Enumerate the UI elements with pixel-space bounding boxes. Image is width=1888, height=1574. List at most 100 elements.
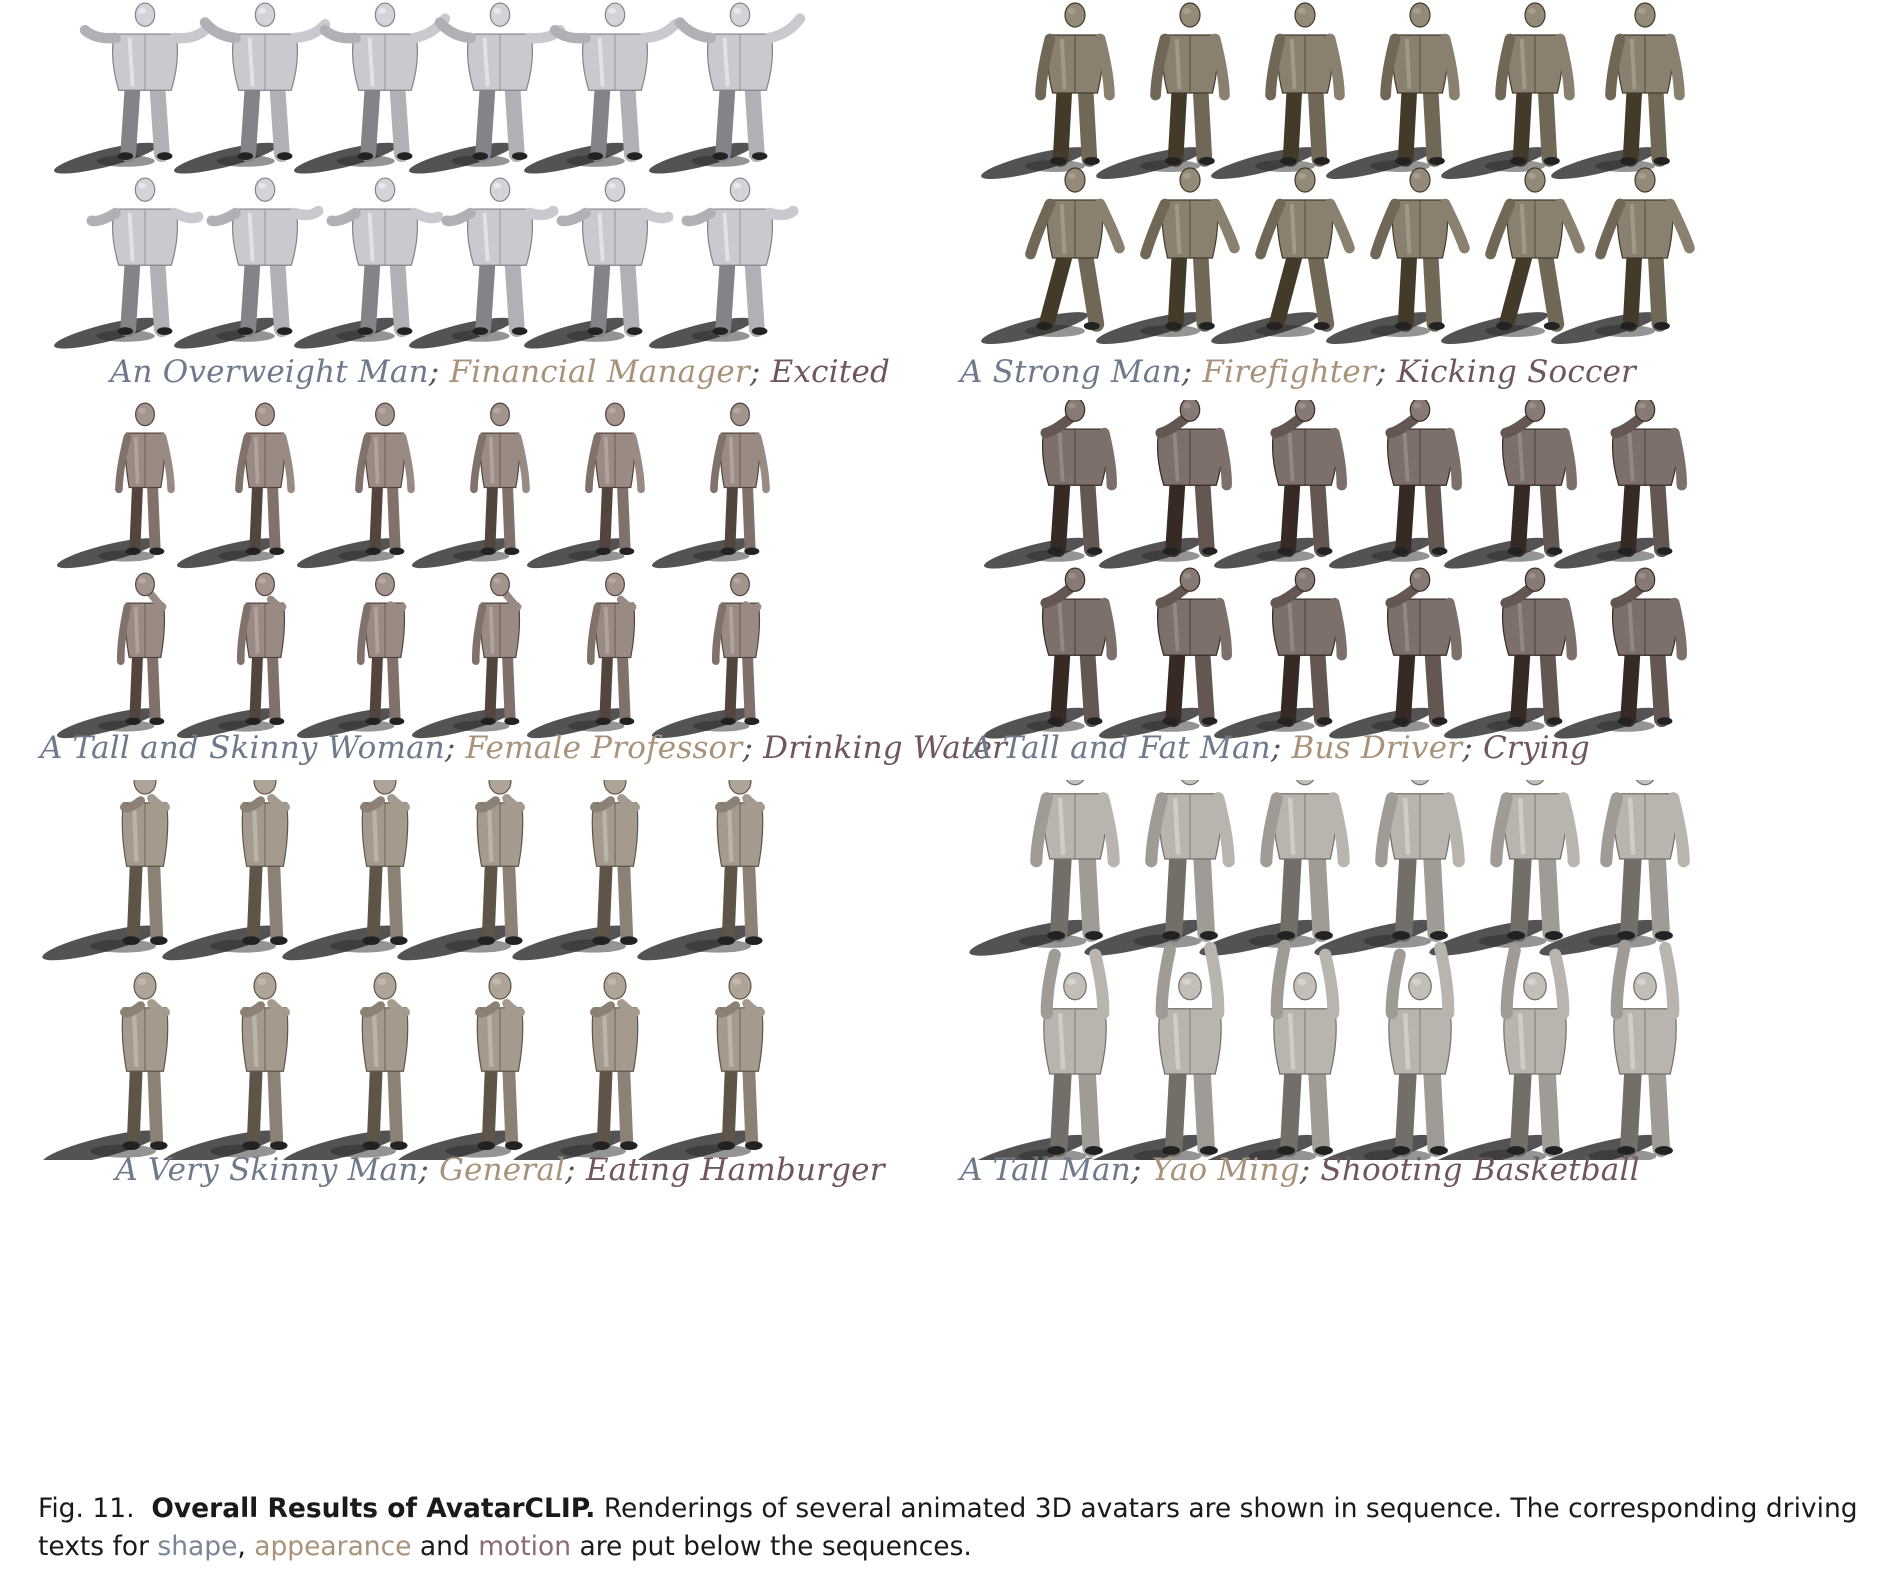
caption-separator: ; bbox=[1462, 730, 1483, 766]
avatar-figure bbox=[162, 972, 291, 1160]
caption-separator: ; bbox=[1270, 730, 1292, 766]
avatar-figure bbox=[411, 402, 530, 569]
figure-label: Fig. 11. bbox=[38, 1493, 135, 1524]
avatar-figure bbox=[649, 2, 806, 174]
avatar-figure bbox=[409, 177, 559, 349]
keyword-shape: shape bbox=[157, 1531, 238, 1562]
avatar-figure bbox=[1211, 2, 1345, 179]
avatar-figure bbox=[56, 402, 175, 569]
figure-text-end: are put below the sequences. bbox=[579, 1531, 972, 1562]
caption-motion: Excited bbox=[770, 354, 891, 390]
avatar-sequence-strong-man bbox=[981, 2, 1695, 344]
caption-motion: Crying bbox=[1483, 730, 1590, 766]
figure-title: Overall Results of AvatarCLIP. bbox=[151, 1493, 596, 1524]
caption-appearance: Financial Manager bbox=[449, 354, 750, 390]
caption-appearance: Yao Ming bbox=[1151, 1152, 1300, 1188]
caption-separator: ; bbox=[418, 1152, 440, 1188]
avatar-figure bbox=[411, 572, 522, 739]
caption-skinny-man: A Very Skinny Man; General; Eating Hambu… bbox=[40, 1152, 960, 1188]
caption-separator: ; bbox=[565, 1152, 586, 1188]
avatar-figure bbox=[984, 567, 1117, 739]
avatar-figure bbox=[1441, 167, 1585, 344]
avatar-figure bbox=[649, 177, 799, 349]
avatar-figure bbox=[1551, 2, 1685, 179]
caption-overweight-man: An Overweight Man; Financial Manager; Ex… bbox=[40, 354, 960, 390]
avatar-figure bbox=[42, 780, 171, 961]
avatar-figure bbox=[54, 177, 204, 349]
avatar-figure bbox=[174, 177, 324, 349]
avatar-figure bbox=[1099, 400, 1232, 569]
avatar-figure bbox=[1314, 941, 1455, 1160]
avatar-figure bbox=[1444, 400, 1577, 569]
avatar-figure bbox=[1326, 167, 1470, 344]
avatar-figure bbox=[56, 572, 167, 739]
avatar-sequence-skinny-man bbox=[42, 780, 766, 1160]
avatar-sequence-tall-man bbox=[969, 780, 1690, 1160]
avatar-figure bbox=[512, 972, 641, 1160]
avatar-figure bbox=[397, 972, 526, 1160]
avatar-figure bbox=[296, 572, 407, 739]
caption-shape: A Tall Man bbox=[960, 1152, 1131, 1188]
caption-strong-man: A Strong Man; Firefighter; Kicking Socce… bbox=[960, 354, 1636, 390]
caption-shape: A Very Skinny Man bbox=[115, 1152, 419, 1188]
caption-separator: ; bbox=[1375, 354, 1397, 390]
avatar-figure bbox=[981, 167, 1125, 344]
avatar-figure bbox=[1329, 567, 1462, 739]
caption-appearance: General bbox=[439, 1152, 566, 1188]
avatar-figure bbox=[1199, 780, 1350, 956]
avatar-figure bbox=[397, 780, 526, 961]
caption-appearance: Bus Driver bbox=[1291, 730, 1463, 766]
avatar-figure bbox=[1326, 2, 1460, 179]
panel-fat-man bbox=[960, 400, 1880, 740]
avatar-figure bbox=[1554, 567, 1687, 739]
figure-caption: Fig. 11. Overall Results of AvatarCLIP. … bbox=[38, 1490, 1858, 1566]
avatar-sequence-skinny-woman bbox=[56, 402, 770, 739]
avatar-figure bbox=[524, 2, 681, 174]
avatar-figure bbox=[1551, 167, 1695, 344]
keyword-motion: motion bbox=[478, 1531, 572, 1562]
caption-shape: A Strong Man bbox=[960, 354, 1182, 390]
avatar-figure bbox=[282, 972, 411, 1160]
figure-text: Renderings of several animated 3D avatar… bbox=[38, 1493, 1858, 1562]
caption-tall-man: A Tall Man; Yao Ming; Shooting Basketbal… bbox=[960, 1152, 1639, 1188]
avatar-figure bbox=[1554, 400, 1687, 569]
caption-appearance: Female Professor bbox=[465, 730, 743, 766]
avatar-figure bbox=[1429, 780, 1580, 956]
figure-and: and bbox=[419, 1531, 470, 1562]
caption-separator: ; bbox=[444, 730, 466, 766]
avatar-figure bbox=[409, 2, 566, 174]
avatar-figure bbox=[637, 780, 766, 961]
avatar-figure bbox=[176, 402, 295, 569]
caption-separator: ; bbox=[742, 730, 764, 766]
caption-separator: ; bbox=[1299, 1152, 1321, 1188]
avatar-figure bbox=[1096, 2, 1230, 179]
keyword-appearance: appearance bbox=[254, 1531, 412, 1562]
caption-fat-man: A Tall and Fat Man; Bus Driver; Crying bbox=[960, 730, 1600, 766]
caption-shape: A Tall and Fat Man bbox=[970, 730, 1271, 766]
caption-skinny-woman: A Tall and Skinny Woman; Female Professo… bbox=[40, 730, 1007, 766]
caption-separator: ; bbox=[1181, 354, 1203, 390]
caption-motion: Kicking Soccer bbox=[1396, 354, 1637, 390]
avatar-figure bbox=[54, 2, 211, 174]
avatar-figure bbox=[1211, 167, 1355, 344]
caption-shape: A Tall and Skinny Woman bbox=[40, 730, 445, 766]
avatar-sequence-fat-man bbox=[984, 400, 1687, 739]
avatar-figure bbox=[296, 402, 415, 569]
figure-comma: , bbox=[237, 1531, 246, 1562]
panel-strong-man bbox=[960, 0, 1880, 360]
caption-separator: ; bbox=[428, 354, 450, 390]
avatar-figure bbox=[651, 572, 762, 739]
caption-motion: Eating Hamburger bbox=[585, 1152, 885, 1188]
avatar-figure bbox=[42, 972, 171, 1160]
avatar-figure bbox=[512, 780, 641, 961]
avatar-figure bbox=[282, 780, 411, 961]
avatar-figure bbox=[1199, 939, 1340, 1160]
panel-skinny-man bbox=[40, 780, 960, 1160]
panel-overweight-man bbox=[40, 0, 960, 360]
caption-motion: Shooting Basketball bbox=[1320, 1152, 1640, 1188]
avatar-figure bbox=[1429, 944, 1570, 1160]
avatar-figure bbox=[981, 2, 1115, 179]
avatar-figure bbox=[1441, 2, 1575, 179]
avatar-figure bbox=[969, 948, 1110, 1160]
avatar-figure bbox=[294, 177, 444, 349]
